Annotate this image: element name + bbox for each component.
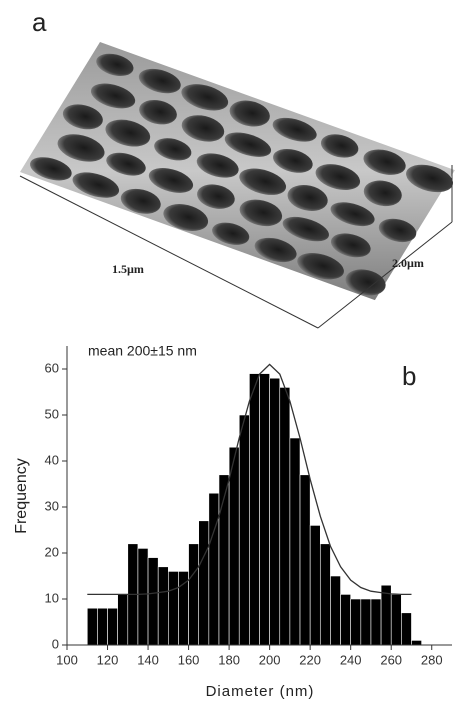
bar [340, 594, 351, 646]
pit [139, 99, 177, 125]
bar [269, 377, 281, 646]
x-tick-label: 160 [178, 652, 200, 667]
pit [239, 168, 287, 195]
pit [363, 180, 402, 207]
pit [90, 83, 136, 109]
fit-curve [87, 363, 412, 596]
y-tick-label: 50 [45, 406, 59, 421]
pit [197, 184, 235, 209]
pit [239, 199, 283, 227]
pit [345, 269, 386, 296]
bar [279, 387, 291, 646]
pit [138, 68, 181, 94]
x-dimension: 1.5µm [112, 262, 144, 276]
x-tick-label: 240 [340, 652, 362, 667]
pit [106, 152, 146, 176]
pit [181, 115, 225, 142]
bar [86, 607, 98, 646]
pit [406, 164, 454, 193]
x-tick-label: 260 [380, 652, 402, 667]
bar [117, 594, 129, 646]
x-tick-label: 200 [259, 652, 281, 667]
panel-label: b [402, 361, 416, 391]
bar [147, 557, 159, 646]
x-tick-label: 280 [421, 652, 443, 667]
afm-axis [317, 221, 453, 329]
pit [272, 117, 317, 142]
bar [330, 575, 341, 646]
bar [107, 607, 118, 646]
bar [309, 525, 321, 646]
pit [315, 164, 361, 191]
bar [168, 571, 179, 646]
bar [208, 492, 220, 646]
pit [287, 184, 328, 211]
bar [238, 414, 250, 646]
pit [120, 188, 161, 214]
bar [249, 373, 260, 646]
pit [196, 153, 239, 178]
y-axis-label: Frequency [13, 458, 30, 534]
x-tick-label: 100 [56, 652, 78, 667]
afm-axis [19, 175, 319, 329]
bar [157, 566, 169, 646]
bar [137, 548, 149, 646]
bar [218, 474, 230, 646]
pit [105, 119, 151, 147]
y-dimension: 2.0µm [392, 256, 424, 270]
pit [229, 100, 270, 127]
bar [97, 607, 108, 646]
afm-surface [19, 42, 455, 301]
pit [378, 218, 417, 243]
pit [273, 148, 313, 173]
bar [259, 373, 270, 646]
pit [254, 237, 297, 263]
y-tick-label: 0 [52, 636, 59, 651]
bar [370, 598, 382, 646]
bar [319, 543, 331, 646]
x-tick-label: 180 [218, 652, 240, 667]
bar [360, 598, 372, 646]
y-tick-label: 40 [45, 452, 59, 467]
pit [224, 132, 272, 157]
annotation: mean 200±15 nm [88, 343, 197, 359]
bar [198, 520, 210, 646]
bar [289, 437, 301, 646]
pit [72, 172, 120, 198]
pit [212, 222, 250, 245]
bar [390, 594, 402, 646]
bar [228, 446, 240, 646]
bar [188, 543, 200, 646]
x-tick-label: 120 [97, 652, 119, 667]
bar [299, 474, 311, 646]
y-tick-label: 60 [45, 360, 59, 375]
pit [163, 204, 209, 231]
pit [29, 157, 72, 181]
pit [330, 202, 375, 227]
pit [148, 168, 194, 193]
bar [401, 612, 412, 646]
pit [62, 104, 103, 130]
pit [363, 149, 406, 175]
pit [320, 134, 359, 158]
bar [411, 640, 422, 646]
histogram-chart: 0 10 20 30 40 50 60 100 120 140 160 180 200 220 240 260… [45, 346, 452, 667]
pit [96, 53, 134, 76]
pit [154, 138, 192, 161]
panel-label: a [32, 7, 47, 37]
pit [297, 253, 344, 280]
pit [282, 216, 329, 242]
y-tick-label: 10 [45, 590, 59, 605]
x-axis-label: Diameter (nm) [206, 683, 315, 700]
y-tick-label: 30 [45, 498, 59, 513]
bar [350, 598, 362, 646]
pit [330, 233, 371, 258]
bar [178, 571, 189, 646]
x-tick-label: 220 [299, 652, 321, 667]
pit [57, 134, 105, 162]
pit [181, 84, 229, 111]
y-tick-label: 20 [45, 544, 59, 559]
x-tick-label: 140 [137, 652, 159, 667]
